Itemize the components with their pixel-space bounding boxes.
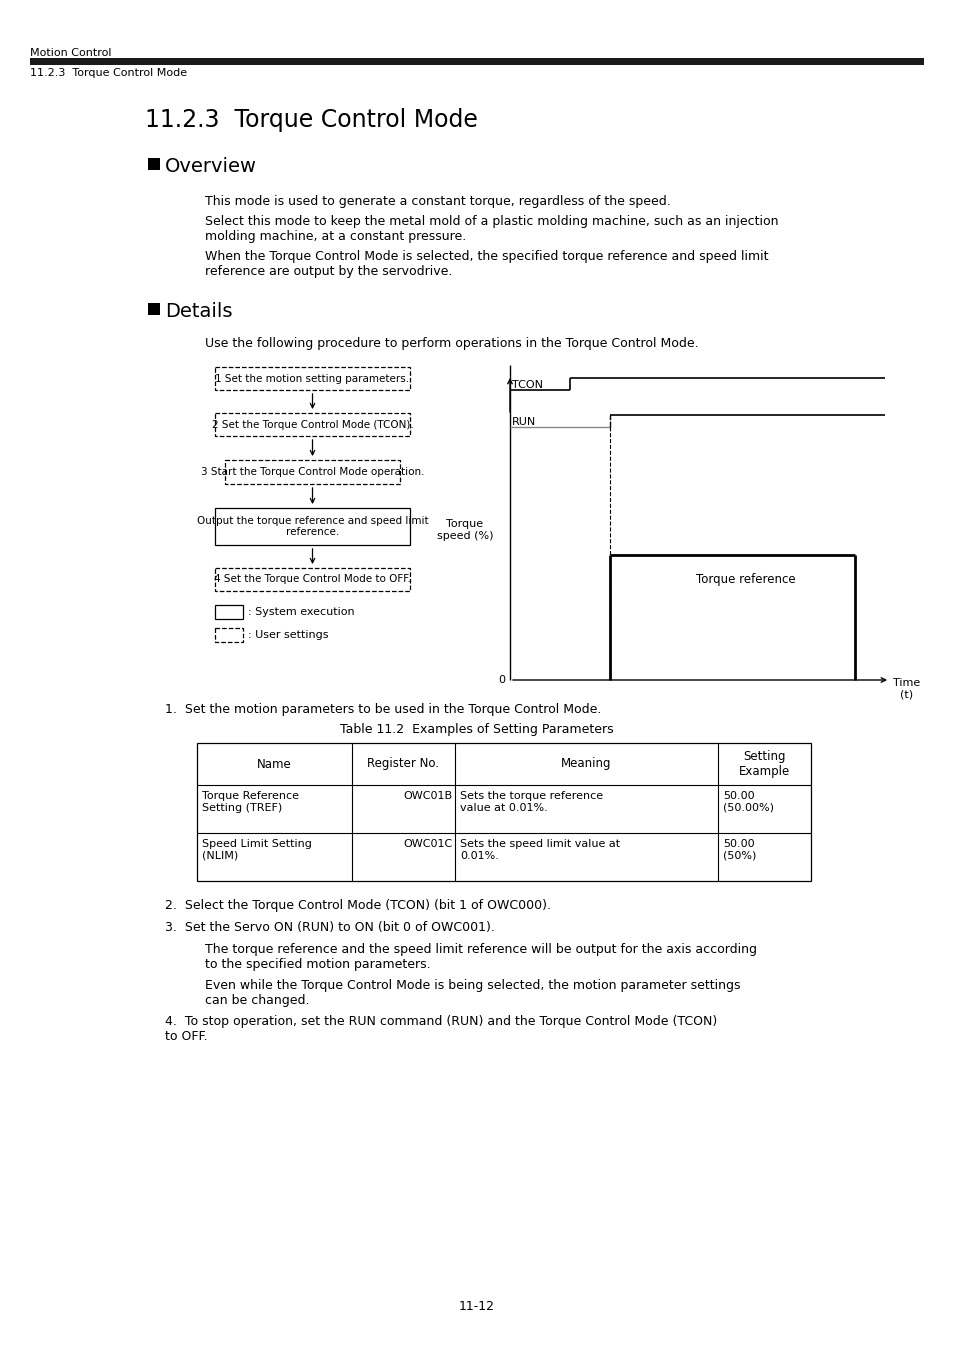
Text: Sets the torque reference
value at 0.01%.: Sets the torque reference value at 0.01%… [459,790,602,812]
Text: 1.  Set the motion parameters to be used in the Torque Control Mode.: 1. Set the motion parameters to be used … [165,703,600,716]
Text: 3 Start the Torque Control Mode operation.: 3 Start the Torque Control Mode operatio… [200,467,424,477]
Text: RUN: RUN [512,417,536,427]
Text: Motion Control: Motion Control [30,49,112,58]
Bar [214,567,410,590]
Bar [148,158,160,170]
Text: 11-12: 11-12 [458,1300,495,1313]
Bar [148,303,160,315]
Text: Details: Details [165,303,233,322]
Text: Table 11.2  Examples of Setting Parameters: Table 11.2 Examples of Setting Parameter… [340,723,613,736]
Text: 4 Set the Torque Control Mode to OFF.: 4 Set the Torque Control Mode to OFF. [213,574,411,585]
Text: 1 Set the motion setting parameters.: 1 Set the motion setting parameters. [215,373,409,384]
Bar [30,58,923,65]
Text: 2.  Select the Torque Control Mode (TCON) (bit 1 of OWC000).: 2. Select the Torque Control Mode (TCON)… [165,898,551,912]
Text: 11.2.3  Torque Control Mode: 11.2.3 Torque Control Mode [145,108,477,132]
Text: Select this mode to keep the metal mold of a plastic molding machine, such as an: Select this mode to keep the metal mold … [205,215,778,243]
Bar [225,459,399,484]
Text: OWC01C: OWC01C [403,839,453,848]
Text: Setting
Example: Setting Example [739,750,789,778]
Text: TCON: TCON [512,380,542,390]
Text: 0: 0 [497,676,504,685]
Text: Register No.: Register No. [367,758,439,770]
Text: Sets the speed limit value at
0.01%.: Sets the speed limit value at 0.01%. [459,839,619,861]
Text: When the Torque Control Mode is selected, the specified torque reference and spe: When the Torque Control Mode is selected… [205,250,768,278]
Bar [214,367,410,390]
Text: Time
(t): Time (t) [892,678,920,700]
Text: 50.00
(50.00%): 50.00 (50.00%) [722,790,773,812]
Text: Torque
speed (%): Torque speed (%) [436,519,493,540]
Text: 2 Set the Torque Control Mode (TCON).: 2 Set the Torque Control Mode (TCON). [212,420,413,430]
Text: : User settings: : User settings [248,630,328,640]
Bar [214,605,243,619]
Text: Meaning: Meaning [560,758,611,770]
Text: Output the torque reference and speed limit
reference.: Output the torque reference and speed li… [196,516,428,538]
Text: 50.00
(50%): 50.00 (50%) [722,839,756,861]
Text: Overview: Overview [165,157,256,176]
Text: 11.2.3  Torque Control Mode: 11.2.3 Torque Control Mode [30,68,187,78]
Bar [214,508,410,544]
Text: Torque Reference
Setting (TREF): Torque Reference Setting (TREF) [202,790,298,812]
Text: Even while the Torque Control Mode is being selected, the motion parameter setti: Even while the Torque Control Mode is be… [205,979,740,1006]
Bar [214,413,410,436]
Text: Speed Limit Setting
(NLIM): Speed Limit Setting (NLIM) [202,839,312,861]
Bar [214,628,243,642]
Bar [196,743,810,881]
Text: 3.  Set the Servo ON (RUN) to ON (bit 0 of OWC001).: 3. Set the Servo ON (RUN) to ON (bit 0 o… [165,921,495,934]
Text: : System execution: : System execution [248,607,355,617]
Text: This mode is used to generate a constant torque, regardless of the speed.: This mode is used to generate a constant… [205,195,670,208]
Text: Torque reference: Torque reference [695,573,795,586]
Text: Name: Name [257,758,292,770]
Text: OWC01B: OWC01B [403,790,452,801]
Text: Use the following procedure to perform operations in the Torque Control Mode.: Use the following procedure to perform o… [205,336,698,350]
Text: The torque reference and the speed limit reference will be output for the axis a: The torque reference and the speed limit… [205,943,757,971]
Text: 4.  To stop operation, set the RUN command (RUN) and the Torque Control Mode (TC: 4. To stop operation, set the RUN comman… [165,1015,717,1043]
